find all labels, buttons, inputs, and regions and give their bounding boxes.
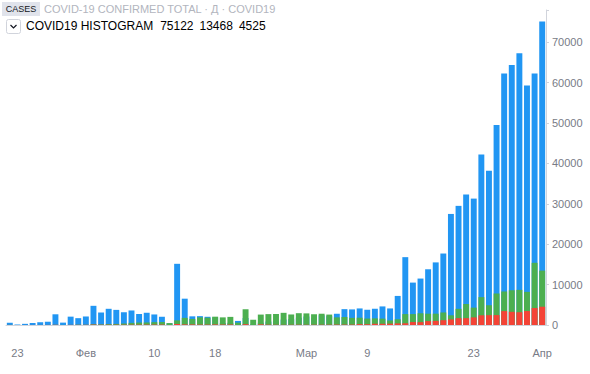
svg-text:20000: 20000	[552, 238, 583, 250]
svg-text:COVID19 HISTOGRAM: COVID19 HISTOGRAM	[26, 19, 153, 33]
svg-text:18: 18	[209, 347, 221, 359]
svg-text:23: 23	[468, 347, 480, 359]
svg-text:COVID-19 CONFIRMED TOTAL · Д ·: COVID-19 CONFIRMED TOTAL · Д · COVID19	[44, 3, 275, 15]
svg-text:23: 23	[11, 347, 23, 359]
svg-text:75122: 75122	[160, 19, 194, 33]
svg-text:30000: 30000	[552, 198, 583, 210]
svg-text:10000: 10000	[552, 279, 583, 291]
svg-text:13468: 13468	[200, 19, 234, 33]
svg-text:9: 9	[364, 347, 370, 359]
svg-text:60000: 60000	[552, 77, 583, 89]
svg-text:70000: 70000	[552, 36, 583, 48]
svg-text:0: 0	[552, 319, 558, 331]
svg-text:CASES: CASES	[6, 4, 37, 14]
svg-text:Фев: Фев	[76, 347, 96, 359]
svg-text:10: 10	[148, 347, 160, 359]
svg-text:40000: 40000	[552, 157, 583, 169]
svg-text:Мар: Мар	[296, 347, 318, 359]
svg-text:4525: 4525	[239, 19, 266, 33]
svg-text:Апр: Апр	[532, 347, 551, 359]
svg-text:50000: 50000	[552, 117, 583, 129]
